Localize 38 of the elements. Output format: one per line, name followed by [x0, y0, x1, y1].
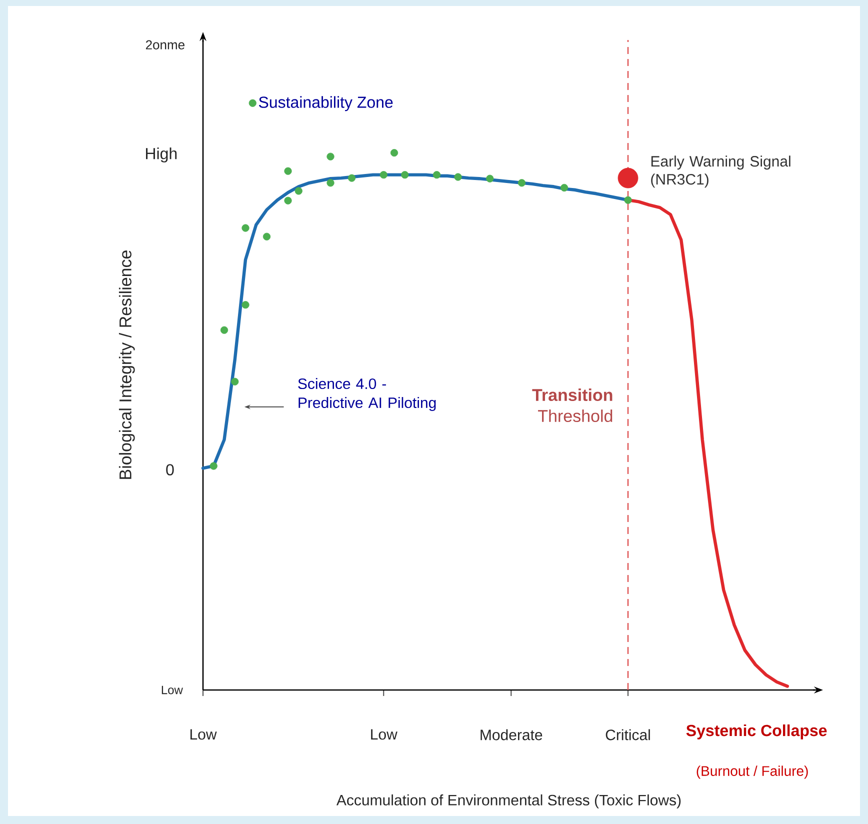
point [401, 171, 409, 179]
text: Low [162, 686, 183, 694]
legend-label: Sustainability Zone [258, 96, 393, 112]
point [380, 171, 388, 179]
point [284, 167, 292, 175]
point [390, 149, 398, 157]
point [518, 179, 526, 187]
legend-label: Early Warning Signal (NR3C1) [651, 156, 790, 188]
point [432, 171, 441, 179]
annotation: Science 4.0 - Predictive AI Piloting [298, 378, 436, 412]
ref-line-label: Transition Threshold [532, 388, 612, 422]
point [624, 196, 632, 204]
x-tick-label: Critical [606, 729, 650, 740]
text: (Burnout / Failure) [696, 766, 808, 779]
x-tick-label: Moderate [480, 729, 542, 740]
point [560, 184, 568, 192]
text: Systemic Collapse [686, 724, 827, 740]
x-axis-title: Accumulation of Environmental Stress (Toxic Flows) [336, 794, 681, 808]
text: 0 [166, 464, 174, 476]
point [486, 174, 494, 182]
point [618, 168, 638, 188]
point [262, 232, 271, 240]
point [231, 378, 239, 386]
point [348, 174, 356, 182]
x-tick-label: Low [371, 729, 398, 740]
point [220, 326, 228, 334]
point [454, 173, 462, 181]
x-tick-label: Low [190, 729, 217, 740]
point [326, 152, 334, 160]
point [326, 179, 334, 187]
point [210, 462, 218, 470]
point [284, 196, 292, 204]
text: 2onme [146, 40, 184, 50]
text: High [146, 147, 177, 162]
point [242, 301, 250, 309]
point [294, 187, 302, 195]
point [242, 224, 250, 232]
y-axis-title: Biological Integrity / Resilience [118, 250, 135, 479]
